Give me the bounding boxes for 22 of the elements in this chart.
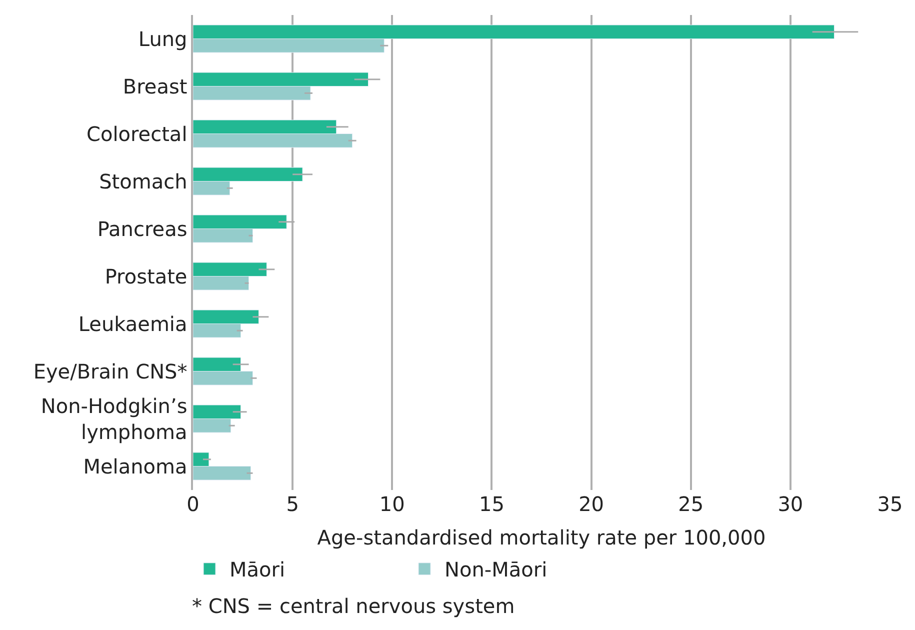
x-tick-label: 15: [478, 492, 504, 516]
x-tick-label: 35: [877, 492, 903, 516]
text: * CNS = central nervous system: [192, 594, 515, 618]
y-tick-label: Non-Hodgkin’s lymphoma: [40, 394, 188, 444]
legend-label: Non-Māori: [444, 558, 548, 582]
y-tick-label: Lung: [138, 26, 188, 51]
legend-label: Māori: [230, 558, 286, 582]
x-tick-label: 30: [778, 492, 804, 516]
y-tick-label: Eye/Brain CNS*: [33, 359, 188, 384]
x-tick-label: 10: [379, 492, 405, 516]
x-tick-label: 25: [678, 492, 704, 516]
y-tick-label: Melanoma: [83, 454, 188, 478]
y-tick-label: Colorectal: [86, 122, 188, 146]
x-axis-title: Age-standardised mortality rate per 100,000: [317, 526, 766, 550]
x-tick-label: 20: [578, 492, 604, 516]
y-tick-label: Stomach: [99, 169, 188, 194]
x-tick-label: 0: [186, 492, 200, 516]
y-tick-label: Pancreas: [97, 216, 188, 241]
y-tick-label: Breast: [122, 74, 188, 98]
y-tick-label: Leukaemia: [78, 312, 188, 336]
x-tick-label: 5: [286, 492, 299, 516]
y-tick-label: Prostate: [104, 264, 188, 288]
